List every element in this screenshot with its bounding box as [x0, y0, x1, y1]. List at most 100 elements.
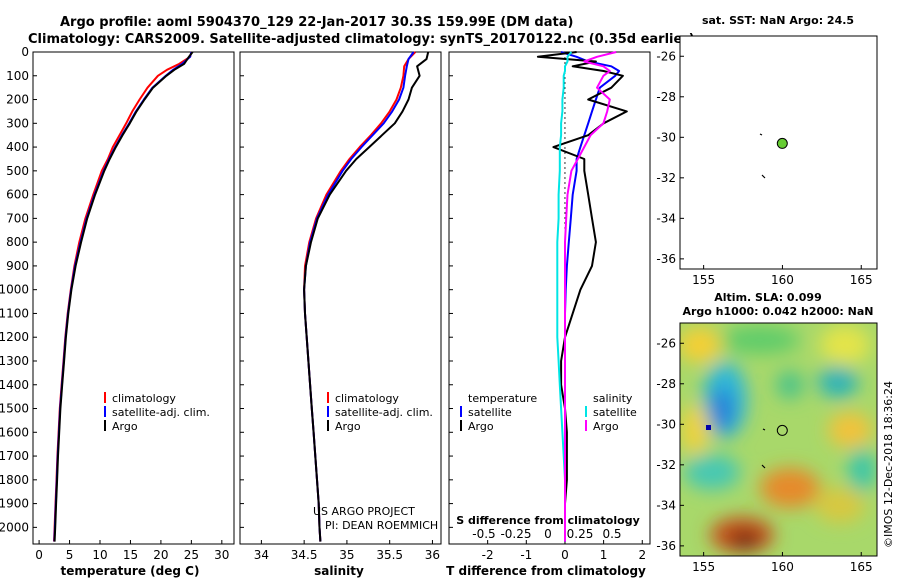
depth-tick-label: 100 — [6, 69, 29, 83]
sla-blob — [848, 448, 876, 492]
legend-t-argo-label: Argo — [468, 420, 494, 433]
depth-tick-label: 1000 — [0, 283, 29, 297]
map-y-tick-label: -32 — [656, 458, 676, 472]
x-tick-label: 0 — [35, 548, 43, 562]
salinity-plot-frame — [239, 51, 442, 545]
depth-tick-label: 1700 — [0, 449, 29, 463]
x2-tick-label: 0.5 — [602, 527, 621, 541]
x-tick-label: 30 — [214, 548, 229, 562]
x-tick-label: 25 — [184, 548, 199, 562]
map-y-tick-label: -28 — [656, 90, 676, 104]
x2-tick-label: -0.5 — [472, 527, 495, 541]
map-y-tick-label: -26 — [656, 336, 676, 350]
x-tick-label: 34 — [254, 548, 269, 562]
sla-heatmap — [680, 323, 877, 556]
series-line-t-satellite — [560, 51, 621, 542]
map-y-tick-label: -26 — [656, 49, 676, 63]
x-tick-label: 5 — [66, 548, 74, 562]
depth-tick-label: 700 — [6, 211, 29, 225]
legend-s-argo-label: Argo — [593, 420, 619, 433]
series-line-satellite-adj-clim — [53, 51, 193, 542]
temperature-x-axis: 0 5 10 15 20 25 30 — [35, 540, 229, 562]
sla-map-title-line-2: Argo h1000: 0.042 h2000: NaN — [682, 305, 873, 318]
depth-tick-label: 2000 — [0, 520, 29, 534]
map-x-tick-label: 160 — [771, 560, 794, 574]
legend-climatology-label: climatology — [335, 392, 399, 405]
depth-tick-label: 200 — [6, 93, 29, 107]
sla-map-frame — [679, 322, 878, 557]
x-tick-label: 1 — [600, 548, 608, 562]
map-x-tick-label: 165 — [850, 273, 873, 287]
difference-x2label: S difference from climatology — [456, 514, 640, 527]
difference-plot-frame — [448, 51, 651, 545]
difference-lines — [536, 51, 628, 544]
x-tick-label: 36 — [425, 548, 440, 562]
map-y-tick-label: -36 — [656, 539, 676, 553]
series-line-climatology — [53, 51, 193, 542]
legend-t-satellite-label: satellite — [468, 406, 512, 419]
depth-tick-label: 1600 — [0, 425, 29, 439]
depth-tick-label: 1400 — [0, 378, 29, 392]
imos-timestamp: ©IMOS 12-Dec-2018 18:36:24 — [882, 381, 895, 548]
difference-panel: -2 -1 0 1 2 T difference from climatology S … — [446, 51, 651, 578]
x2-tick-label: -0.25 — [500, 527, 531, 541]
difference-x-axis: -2 -1 0 1 2 — [482, 540, 646, 562]
map-x-tick-label: 155 — [692, 273, 715, 287]
map-x-tick-label: 155 — [692, 560, 715, 574]
x-tick-label: 2 — [638, 548, 646, 562]
series-line-climatology — [303, 51, 417, 542]
series-line-satellite-adj-clim — [303, 51, 415, 542]
series-line-argo — [53, 51, 194, 542]
legend-salinity-title: salinity — [593, 392, 633, 405]
sla-blob — [760, 468, 820, 508]
salinity-xlabel: salinity — [314, 564, 364, 578]
temperature-legend: climatology satellite-adj. clim. Argo — [104, 392, 210, 433]
sla-blob — [828, 412, 872, 448]
series-line-t-argo — [536, 51, 628, 542]
x-tick-label: 35 — [339, 548, 354, 562]
salinity-legend: climatology satellite-adj. clim. Argo — [327, 392, 433, 433]
map-y-tick-label: -32 — [656, 171, 676, 185]
x-tick-label: 34.5 — [291, 548, 318, 562]
depth-tick-label: 300 — [6, 116, 29, 130]
sla-min-marker — [706, 425, 711, 430]
sla-blob — [820, 325, 870, 365]
x-tick-label: 15 — [123, 548, 138, 562]
difference-xlabel: T difference from climatology — [446, 564, 646, 578]
argo-float-marker — [776, 424, 788, 436]
title-line-1: Argo profile: aoml 5904370_129 22-Jan-20… — [60, 15, 573, 30]
credit-line-1: US ARGO PROJECT — [313, 505, 415, 518]
depth-tick-label: 500 — [6, 164, 29, 178]
depth-tick-label: 1800 — [0, 473, 29, 487]
legend-argo-label: Argo — [112, 420, 138, 433]
sla-map-title-line-1: Altim. SLA: 0.099 — [714, 291, 821, 304]
coastline-dots — [759, 133, 766, 179]
credit-line-2: PI: DEAN ROEMMICH — [325, 519, 438, 532]
series-line-s-argo — [564, 51, 617, 542]
sst-map-frame — [679, 35, 878, 270]
depth-tick-label: 800 — [6, 235, 29, 249]
temperature-xlabel: temperature (deg C) — [61, 564, 200, 578]
depth-axis: 0 100 200 300 400 500 600 700 800 900 1000 1100 1200… — [0, 45, 453, 534]
salinity-x-axis: 34 34.5 35 35.5 36 — [254, 540, 440, 562]
sla-blob — [818, 366, 858, 398]
map-y-tick-label: -30 — [656, 417, 676, 431]
map-x-tick-label: 165 — [850, 560, 873, 574]
sst-map-panel: sat. SST: NaN Argo: 24.5 155 160 165 -26 -28… — [656, 14, 878, 287]
x-tick-label: -2 — [482, 548, 494, 562]
depth-tick-label: 1100 — [0, 306, 29, 320]
legend-satellite-label: satellite-adj. clim. — [335, 406, 433, 419]
coastline-dots — [761, 428, 766, 469]
sla-blob — [720, 326, 800, 354]
legend-satellite-label: satellite-adj. clim. — [112, 406, 210, 419]
map-y-tick-label: -28 — [656, 377, 676, 391]
sst-map-title: sat. SST: NaN Argo: 24.5 — [702, 14, 854, 27]
map-y-tick-label: -34 — [656, 498, 676, 512]
depth-tick-label: 1500 — [0, 402, 29, 416]
sla-blob — [776, 371, 804, 399]
depth-tick-label: 600 — [6, 188, 29, 202]
sst-map-axes: 155 160 165 -26 -28 -30 -32 -34 -36 — [656, 49, 872, 287]
depth-tick-label: 900 — [6, 259, 29, 273]
depth-tick-label: 400 — [6, 140, 29, 154]
